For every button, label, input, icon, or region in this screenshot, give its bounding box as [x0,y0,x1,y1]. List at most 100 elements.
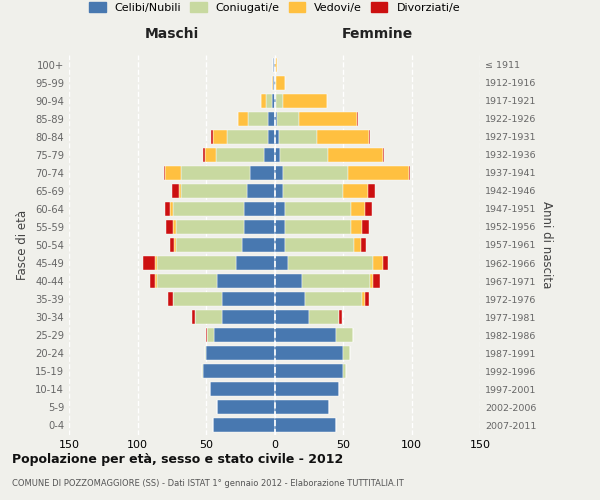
Bar [286,202,351,216]
Bar [165,202,170,216]
Y-axis label: Fasce di età: Fasce di età [16,210,29,280]
Bar [155,256,157,270]
Bar [192,310,195,324]
Bar [238,112,248,126]
Bar [362,292,365,306]
Bar [365,292,369,306]
Bar [164,166,165,180]
Bar [275,76,276,90]
Text: Maschi: Maschi [145,28,199,42]
Bar [276,94,283,108]
Y-axis label: Anni di nascita: Anni di nascita [540,202,553,288]
Bar [373,274,380,288]
Bar [288,256,373,270]
Bar [172,184,179,198]
Bar [202,364,203,378]
Bar [275,220,286,234]
Bar [214,328,275,342]
Bar [343,346,350,360]
Bar [166,220,173,234]
Bar [203,364,275,378]
Bar [275,310,309,324]
Bar [343,184,368,198]
Bar [247,184,275,198]
Bar [150,274,155,288]
Bar [170,238,175,252]
Bar [165,166,181,180]
Bar [283,166,349,180]
Bar [268,112,275,126]
Bar [275,400,329,414]
Bar [275,364,343,378]
Bar [373,256,383,270]
Bar [210,382,275,396]
Bar [275,166,283,180]
Bar [362,220,369,234]
Bar [211,130,213,144]
Bar [167,292,173,306]
Bar [278,130,317,144]
Bar [272,76,273,90]
Bar [275,274,302,288]
Bar [275,130,278,144]
Bar [205,346,206,360]
Bar [261,94,266,108]
Bar [280,148,328,162]
Bar [213,130,227,144]
Bar [205,148,215,162]
Bar [157,256,236,270]
Bar [275,346,343,360]
Bar [248,112,268,126]
Bar [181,184,247,198]
Bar [368,184,374,198]
Bar [305,292,362,306]
Bar [155,274,157,288]
Bar [213,418,275,432]
Bar [223,292,275,306]
Bar [343,364,346,378]
Bar [157,274,217,288]
Bar [302,274,370,288]
Bar [275,202,286,216]
Legend: Celibi/Nubili, Coniugati/e, Vedovi/e, Divorziati/e: Celibi/Nubili, Coniugati/e, Vedovi/e, Di… [85,0,464,18]
Bar [275,418,336,432]
Bar [227,130,268,144]
Bar [299,112,357,126]
Bar [195,310,223,324]
Bar [203,148,205,162]
Bar [217,274,275,288]
Bar [356,112,358,126]
Bar [383,148,384,162]
Bar [275,58,277,72]
Bar [273,76,275,90]
Bar [268,130,275,144]
Bar [275,382,339,396]
Bar [383,256,388,270]
Bar [351,202,365,216]
Bar [242,238,275,252]
Bar [354,238,361,252]
Bar [277,112,299,126]
Bar [236,256,275,270]
Bar [173,220,176,234]
Bar [336,328,353,342]
Text: Femmine: Femmine [341,28,413,42]
Bar [143,256,155,270]
Bar [266,94,272,108]
Bar [173,202,244,216]
Bar [275,238,286,252]
Bar [276,76,286,90]
Bar [208,328,214,342]
Bar [217,400,275,414]
Bar [181,166,250,180]
Bar [215,148,263,162]
Bar [365,202,372,216]
Bar [275,112,277,126]
Bar [175,238,176,252]
Text: Popolazione per età, sesso e stato civile - 2012: Popolazione per età, sesso e stato civil… [12,452,343,466]
Bar [179,184,181,198]
Bar [244,202,275,216]
Bar [275,292,305,306]
Bar [286,238,354,252]
Bar [351,220,362,234]
